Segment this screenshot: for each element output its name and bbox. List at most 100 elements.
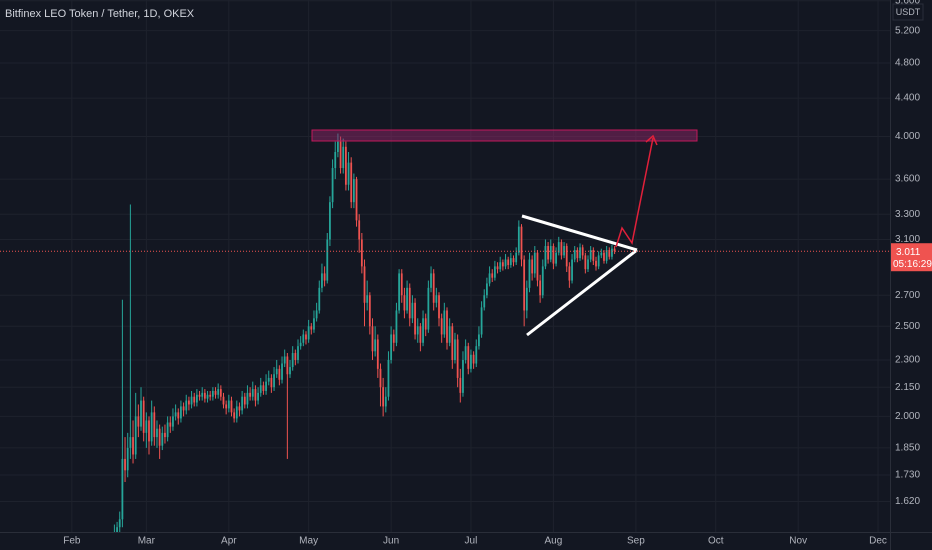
candle-body [323, 273, 326, 281]
candle-body [475, 346, 478, 364]
candle-body [121, 458, 124, 520]
candle-body [579, 247, 581, 259]
candle-body [310, 326, 313, 330]
candle-body [605, 250, 608, 261]
candle-body [467, 346, 470, 369]
candle-body [435, 295, 438, 303]
candle-body [443, 310, 446, 335]
candle-body [126, 447, 129, 471]
x-tick-label: Jul [465, 536, 478, 547]
candle-body [249, 392, 252, 397]
candle-body [563, 246, 565, 256]
candle-body [352, 179, 355, 203]
candle-body [262, 385, 265, 391]
candle-body [440, 318, 443, 335]
candle-body [483, 295, 486, 308]
candle-body [368, 295, 371, 327]
candle-body [539, 280, 542, 296]
candle-body [541, 266, 544, 296]
candle-body [158, 428, 161, 446]
candle-body [246, 392, 249, 405]
y-tick-label: 2.300 [895, 355, 920, 366]
candle-body [273, 374, 275, 388]
candle-body [203, 392, 206, 399]
triangle-upper [521, 214, 638, 252]
candle-body [337, 141, 339, 152]
candle-body [118, 519, 121, 528]
y-tick-label: 3.100 [895, 234, 920, 245]
candle-body [331, 168, 334, 203]
candle-body [374, 339, 377, 352]
candle-body [589, 250, 592, 260]
candle-body [611, 248, 613, 257]
candle-body [448, 326, 451, 343]
candle-body [195, 394, 198, 403]
candle-body [254, 389, 257, 401]
candle-body [430, 273, 432, 288]
candle-body [416, 326, 419, 335]
candle-body [584, 255, 587, 270]
candle-body [390, 334, 393, 360]
x-tick-label: Feb [63, 536, 81, 547]
candle-body [451, 326, 454, 360]
candle-body [454, 339, 456, 360]
candle-body [230, 400, 233, 413]
candle-body [281, 363, 283, 380]
currency-box [892, 3, 924, 21]
candle-body [190, 396, 193, 405]
candle-body [350, 162, 353, 203]
candle-body [243, 396, 246, 405]
candle-body [326, 239, 329, 281]
candle-body [600, 252, 603, 256]
candle-body [493, 266, 496, 278]
candle-body [259, 385, 262, 393]
candle-body [342, 146, 345, 169]
candle-body [438, 295, 440, 319]
y-tick-label: 1.850 [895, 443, 920, 454]
candle-body [360, 239, 363, 267]
candle-body [395, 310, 398, 343]
candle-body [470, 354, 472, 369]
candle-body [145, 420, 148, 433]
candle-body [219, 389, 222, 397]
candle-body [347, 162, 350, 185]
candle-body [411, 302, 414, 319]
candle-body [536, 252, 539, 281]
candle-body [501, 262, 504, 267]
candle-body [169, 422, 172, 427]
candle-body [180, 406, 182, 419]
candle-body [424, 318, 427, 330]
y-tick-label: 4.400 [895, 93, 920, 104]
candle-body [124, 458, 126, 471]
last-price: 3.011 [896, 247, 921, 258]
x-tick-label: Oct [708, 536, 724, 547]
x-tick-label: Dec [869, 536, 887, 547]
candle-body [334, 151, 337, 169]
candle-body [486, 283, 488, 296]
resistance-zone [311, 129, 698, 142]
candle-body [520, 226, 523, 260]
candle-body [576, 250, 579, 259]
candle-body [597, 255, 600, 267]
candle-body [198, 394, 201, 397]
y-tick-label: 4.800 [895, 58, 920, 69]
x-tick-label: Apr [221, 536, 237, 547]
candle-body [166, 422, 169, 438]
y-tick-label: 5.200 [895, 25, 920, 36]
candle-body [164, 432, 166, 438]
candle-body [177, 412, 180, 419]
candle-body [488, 273, 491, 284]
arrow-head [645, 134, 658, 146]
candle-body [462, 359, 464, 393]
candle-body [560, 242, 563, 256]
candle-body [379, 368, 382, 388]
candle-body [294, 353, 297, 360]
candle-body [552, 246, 555, 264]
candle-body [137, 416, 140, 427]
candle-body [459, 377, 462, 393]
projection-arrow [615, 137, 654, 248]
candle-body [408, 287, 411, 319]
candle-body [523, 259, 526, 311]
